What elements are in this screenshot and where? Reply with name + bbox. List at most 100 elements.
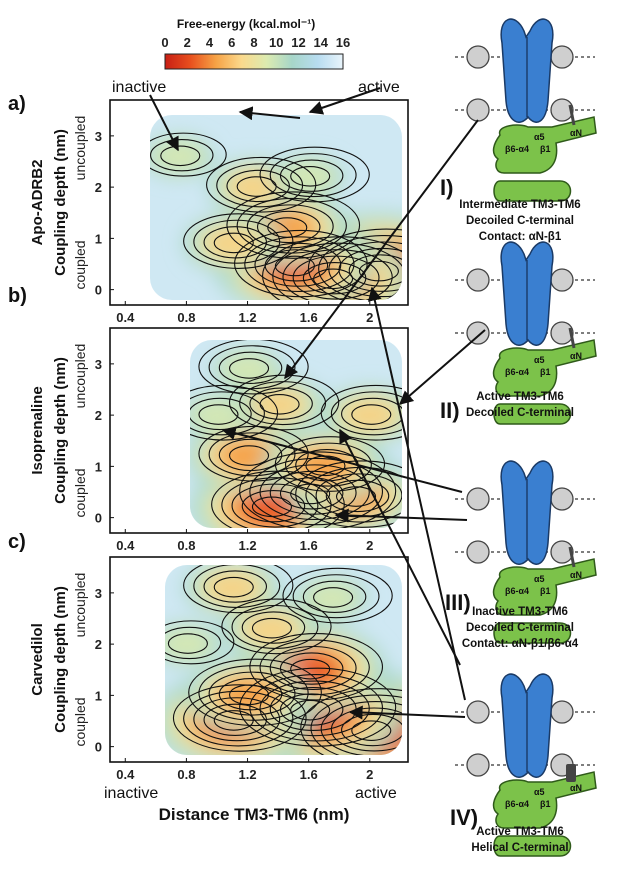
x-tick-label: 0.4 [116,538,135,553]
y-tick-label: 1 [95,688,102,703]
schematic-numeral: I) [440,175,453,200]
y-state-coupled: coupled [72,468,88,517]
g-protein-label: β1 [540,367,551,377]
contour-line [292,255,380,300]
contour-line [330,391,402,436]
contour-line [193,697,281,742]
contour-line [267,217,308,238]
schematic-caption-line: Active TM3-TM6 [476,826,564,838]
colorbar-tick-label: 10 [269,35,283,50]
heatmap-area [190,340,402,528]
x-axis-label: Distance TM3-TM6 (nm) [159,805,350,824]
contour-line [236,197,347,254]
colorbar-title: Free-energy (kcal.mol⁻¹) [177,17,315,31]
schematic-3: αN β1 α5 β6-α4 [455,460,597,644]
contour-line [274,255,315,277]
colorbar-gradient [164,53,344,70]
panel-2: 0.4 0.8 1.2 1.6 2 0 1 2 3 uncoupled coupledCouplin… [8,285,409,553]
contour-line [167,633,208,654]
contour-line [295,460,402,528]
colorbar-tick-label: 2 [184,35,191,50]
schematic-caption-line: Decoiled C-terminal [466,622,574,634]
g-protein-label: β6-α4 [505,586,529,596]
g-protein-label: β1 [540,799,551,809]
y-axis-label: Coupling depth (nm) [52,357,69,504]
contour-line [172,684,307,752]
contour-line [190,397,252,431]
contour-line [228,358,270,379]
panels: 0.4 0.8 1.2 1.6 20123uncoupledcoupledCouplin… [8,93,409,782]
panel-tag: b) [8,285,27,307]
g-protein-label: β6-α4 [505,799,529,809]
contour-line [351,404,392,425]
schematic-numeral: III) [445,590,471,615]
lipid-head [550,321,574,345]
y-tick-label: 0 [95,740,102,755]
x-tick-label: 1.2 [238,310,256,325]
contour-line [188,658,322,727]
contour-line [351,720,392,741]
x-tick-label: 0.8 [177,310,195,325]
y-state-coupled: coupled [72,240,88,289]
contour-line [213,232,254,254]
contour-line [226,191,361,259]
c-tail-decoiled [568,327,576,349]
contour-line [341,397,402,431]
contour-line [259,146,370,203]
contour-line [279,159,344,192]
contour-line [208,432,296,477]
system-label: Carvedilol [29,623,46,696]
x-state-left: inactive [104,785,158,802]
arrow-IV-b [334,508,468,523]
y-tick-label: 1 [95,459,102,474]
x-tick-label: 0.4 [116,767,135,782]
g-protein-label: α5 [534,132,545,142]
contour-line [249,457,384,526]
lipid-head [550,98,574,122]
c-tail-decoiled [568,104,576,126]
contour-line [307,228,402,300]
energy-basin [151,140,206,173]
g-protein-label: α5 [534,574,545,584]
contour-line [302,580,367,613]
panel-tag: c) [8,531,26,553]
arrow-IV-d [339,428,461,666]
contour-line [218,351,283,384]
y-tick-label: 2 [95,637,102,652]
heatmap-area [150,115,402,300]
contour-line [228,445,270,466]
g-protein-lower [493,835,572,857]
y-state-uncoupled: uncoupled [72,573,88,638]
lipid-head [466,487,490,511]
contour-line [254,242,342,287]
contour-line [208,671,296,716]
annotation-inactive: inactive [112,79,166,96]
contour-line [226,169,290,203]
heatmap-area [165,565,402,755]
contour-line [302,262,367,295]
contour-line [239,667,397,747]
schematic-numeral: II) [440,398,460,423]
x-tick-label: 1.2 [238,538,256,553]
contour-line [239,451,397,528]
x-tick-label: 0.4 [116,310,135,325]
lipid-head [550,487,574,511]
arrow-I [284,119,479,380]
schematic-numeral: IV) [450,805,478,830]
arrow-III [221,426,463,493]
contour-line [231,483,319,528]
x-tick-label: 2 [366,767,373,782]
schematic-1: αN β1 α5 β6-α4 [455,18,597,202]
contour-line [274,436,386,492]
g-protein-label: αN [570,570,582,580]
contour-line [198,665,309,721]
contour-line [218,438,283,472]
contour-line [221,598,332,655]
contour-line [284,442,372,487]
contour-line [259,680,370,737]
panel-3: 0.4 0.8 1.2 1.6 2 0 1 2 3 uncoupled coupledCouplin… [8,531,409,782]
lipid-head [550,45,574,69]
contour-line [183,213,294,269]
lipid-head [466,45,490,69]
